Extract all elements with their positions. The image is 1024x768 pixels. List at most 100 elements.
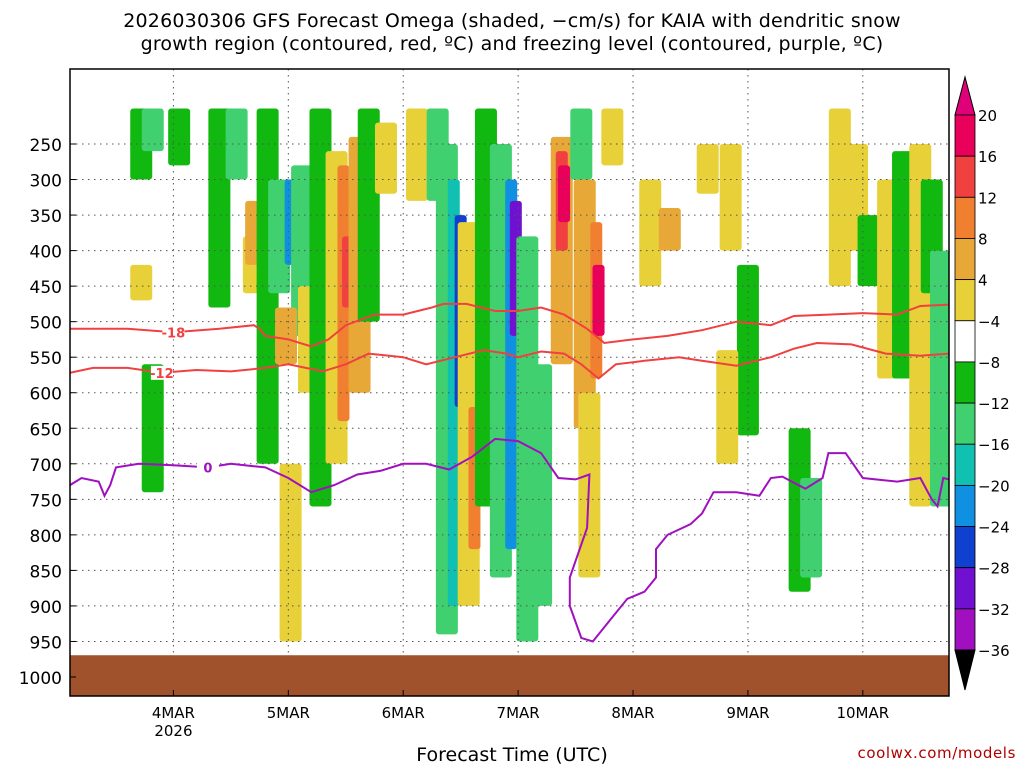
colorbar-label-4: 4: [978, 272, 988, 290]
colorbar-top-arrow: [954, 75, 976, 116]
plot-frame: [69, 68, 950, 697]
colorbar-label-3: 8: [978, 230, 988, 248]
omega-region-16: [279, 463, 302, 642]
y-tick-label-900: 900: [30, 598, 62, 618]
colorbar-band-8: [954, 443, 976, 486]
contour-label-0: -18: [162, 326, 186, 341]
x-tick-label-9MAR: 9MAR: [726, 704, 769, 722]
omega-region-5: [208, 108, 231, 308]
colorbar: 20 16 12 8 4 −4 −8 −12 −16 −20 −24 −28 −32 −36: [954, 75, 1010, 691]
x-tick-label-6MAR: 6MAR: [382, 704, 425, 722]
colorbar-band-9: [954, 484, 976, 527]
colorbar-band-7: [954, 402, 976, 445]
omega-region-15: [275, 307, 298, 365]
colorbar-band-6: [954, 361, 976, 404]
colorbar-band-3: [954, 238, 976, 281]
omega-region-48: [719, 144, 742, 251]
omega-region-57: [892, 151, 915, 379]
omega-region-52: [800, 478, 823, 578]
colorbar-label-10: −24: [978, 519, 1010, 537]
x-axis-label: Forecast Time (UTC): [416, 744, 608, 766]
omega-region-3: [130, 264, 153, 301]
colorbar-label-1: 16: [978, 148, 997, 166]
contour--18-0: [70, 302, 949, 348]
omega-region-41: [592, 264, 605, 336]
contour-0-2: [70, 437, 949, 643]
colorbar-label-11: −28: [978, 560, 1010, 578]
x-tick-label-10MAR: 10MAR: [836, 704, 889, 722]
x-tick-label-7MAR: 7MAR: [497, 704, 540, 722]
omega-region-23: [406, 108, 429, 201]
y-tick-label-350: 350: [30, 207, 62, 227]
omega-region-49: [736, 264, 759, 436]
source-watermark: coolwx.com/models: [857, 744, 1016, 762]
omega-region-22: [374, 122, 397, 194]
y-axis: 250 300 350 400 450 500 550 600 650 700 750 800 850 9…: [19, 136, 76, 689]
terrain-layer: [70, 655, 949, 696]
y-tick-label-400: 400: [30, 243, 62, 263]
omega-region-47: [696, 144, 719, 194]
omega-region-35: [530, 364, 553, 606]
terrain-surface: [70, 655, 949, 696]
contour-layer: -18 -12 0: [70, 302, 949, 643]
x-tick-label-8MAR: 8MAR: [611, 704, 654, 722]
colorbar-label-2: 12: [978, 189, 997, 207]
x-tick-label-5MAR: 5MAR: [267, 704, 310, 722]
colorbar-band-10: [954, 526, 976, 569]
omega-region-38: [558, 165, 571, 223]
y-tick-label-850: 850: [30, 562, 62, 582]
y-tick-label-1000: 1000: [19, 669, 62, 689]
omega-region-50: [716, 350, 739, 464]
colorbar-label-12: −32: [978, 601, 1010, 619]
y-tick-label-800: 800: [30, 527, 62, 547]
colorbar-label-7: −12: [978, 395, 1010, 413]
colorbar-label-8: −16: [978, 436, 1010, 454]
colorbar-label-5: −4: [978, 313, 1000, 331]
y-tick-label-950: 950: [30, 633, 62, 653]
omega-region-46: [658, 207, 681, 251]
contour-label-bg-2: [196, 460, 219, 475]
y-tick-label-650: 650: [30, 420, 62, 440]
colorbar-band-2: [954, 196, 976, 239]
omega-region-60: [929, 250, 949, 507]
colorbar-band-5: [954, 320, 976, 363]
contour-label-bg-0: [162, 325, 185, 340]
y-tick-label-250: 250: [30, 136, 62, 156]
x-tick-sublabel-4MAR: 2026: [154, 722, 192, 740]
chart-title-line-2: growth region (contoured, red, ºC) and f…: [140, 33, 884, 55]
colorbar-band-11: [954, 567, 976, 610]
grid: [70, 69, 949, 696]
y-tick-label-300: 300: [30, 172, 62, 192]
chart-title-line-1: 2026030306 GFS Forecast Omega (shaded, −…: [123, 10, 901, 32]
colorbar-bottom-arrow: [954, 649, 976, 691]
contour-label-2: 0: [203, 461, 212, 476]
colorbar-band-1: [954, 155, 976, 198]
omega-region-4: [141, 364, 164, 493]
colorbar-band-4: [954, 279, 976, 322]
x-tick-label-4MAR: 4MAR: [152, 704, 195, 722]
y-tick-label-700: 700: [30, 456, 62, 476]
colorbar-label-6: −8: [978, 354, 1000, 372]
y-tick-label-750: 750: [30, 491, 62, 511]
contour--12-1: [70, 341, 949, 380]
contour-label-1: -12: [150, 367, 174, 382]
omega-region-44: [601, 108, 624, 166]
colorbar-label-0: 20: [978, 107, 997, 125]
omega-region-21: [357, 108, 380, 322]
y-tick-label-500: 500: [30, 314, 62, 334]
colorbar-label-9: −20: [978, 477, 1010, 495]
omega-region-45: [639, 179, 662, 287]
omega-region-53: [828, 108, 851, 287]
y-tick-label-600: 600: [30, 385, 62, 405]
colorbar-band-12: [954, 608, 976, 651]
colorbar-band-0: [954, 114, 976, 157]
omega-region-2: [168, 108, 191, 166]
contour-label-bg-1: [150, 365, 173, 380]
omega-region-6: [225, 108, 248, 180]
y-tick-label-550: 550: [30, 349, 62, 369]
y-tick-label-450: 450: [30, 278, 62, 298]
omega-region-1: [141, 108, 164, 152]
colorbar-label-13: −36: [978, 642, 1010, 660]
